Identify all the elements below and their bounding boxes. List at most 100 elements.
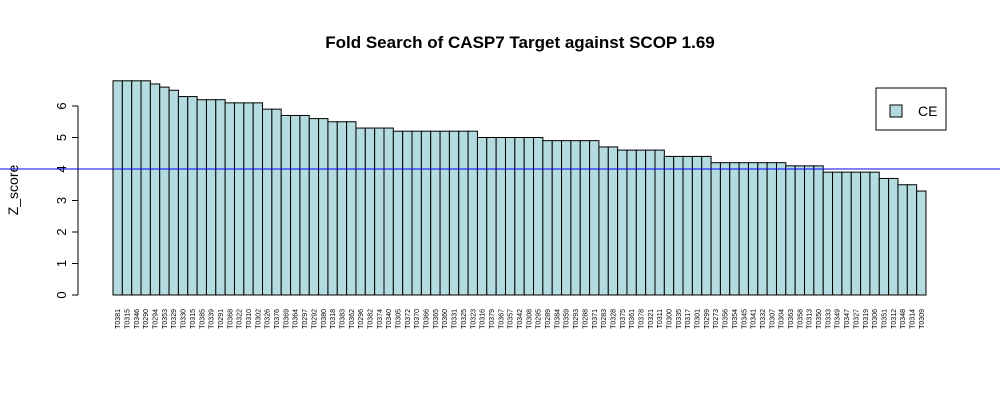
x-tick-label: T0330 bbox=[181, 309, 188, 329]
x-tick-label: T0360 bbox=[442, 309, 449, 329]
bar bbox=[430, 130, 441, 296]
bar bbox=[738, 162, 749, 296]
x-tick-label: T0346 bbox=[134, 309, 141, 329]
x-tick-label: T0325 bbox=[461, 309, 468, 329]
x-tick-label: T0381 bbox=[115, 309, 122, 329]
bar bbox=[822, 171, 834, 296]
bar bbox=[355, 127, 366, 296]
bar bbox=[710, 162, 721, 296]
x-tick-label: T0328 bbox=[610, 309, 617, 329]
x-tick-label: T0385 bbox=[199, 309, 206, 329]
x-tick-label: T0308 bbox=[526, 309, 533, 329]
bar bbox=[233, 102, 245, 296]
bar bbox=[262, 108, 273, 296]
legend-box bbox=[875, 87, 947, 131]
bar bbox=[561, 140, 572, 296]
x-tick-label: T0293 bbox=[573, 309, 580, 329]
bar bbox=[766, 162, 777, 296]
x-tick-label: T0353 bbox=[162, 309, 169, 329]
x-tick-label: T0283 bbox=[601, 309, 608, 329]
bar bbox=[290, 114, 301, 296]
x-tick-label: T0288 bbox=[582, 309, 589, 329]
bar bbox=[420, 130, 432, 296]
x-tick-label: T0310 bbox=[246, 309, 253, 329]
x-tick-label: T0372 bbox=[405, 309, 412, 329]
x-tick-label: T0304 bbox=[779, 309, 786, 329]
x-tick-label: T0312 bbox=[891, 309, 898, 329]
x-tick-label: T0301 bbox=[695, 309, 702, 329]
bar bbox=[635, 149, 647, 296]
bar bbox=[701, 155, 712, 296]
x-tick-label: T0364 bbox=[293, 309, 300, 329]
x-tick-label: T0339 bbox=[209, 309, 216, 329]
bar bbox=[402, 130, 413, 296]
x-tick-label: T0323 bbox=[470, 309, 477, 329]
x-tick-label: T0314 bbox=[909, 309, 916, 329]
bar bbox=[832, 171, 843, 296]
y-tick-label: 2 bbox=[54, 228, 69, 235]
x-tick-label: T0333 bbox=[825, 309, 832, 329]
x-tick-label: T0351 bbox=[881, 309, 888, 329]
bar bbox=[187, 96, 198, 296]
bar bbox=[448, 130, 460, 296]
x-tick-label: T0348 bbox=[900, 309, 907, 329]
x-tick-label: T0363 bbox=[788, 309, 795, 329]
bar bbox=[280, 114, 292, 296]
x-tick-label: T0379 bbox=[489, 309, 496, 329]
bar bbox=[112, 80, 123, 296]
x-tick-label: T0295 bbox=[536, 309, 543, 329]
bar bbox=[804, 165, 815, 296]
x-tick-label: T0318 bbox=[330, 309, 337, 329]
bar bbox=[383, 127, 394, 296]
x-tick-label: T0311 bbox=[657, 309, 664, 328]
bar bbox=[906, 184, 918, 296]
bar bbox=[495, 137, 506, 296]
bar bbox=[794, 165, 806, 296]
bar bbox=[308, 118, 320, 296]
bar bbox=[813, 165, 824, 296]
bar bbox=[551, 140, 563, 296]
x-tick-label: T0292 bbox=[311, 309, 318, 329]
bar bbox=[392, 130, 404, 296]
x-tick-label: T0349 bbox=[835, 309, 842, 329]
bar bbox=[177, 96, 189, 296]
bar bbox=[579, 140, 591, 296]
x-tick-label: T0359 bbox=[564, 309, 571, 329]
x-tick-label: T0315 bbox=[125, 309, 132, 329]
bar bbox=[458, 130, 469, 296]
bar bbox=[747, 162, 759, 296]
bar bbox=[775, 162, 787, 296]
x-tick-label: T0302 bbox=[255, 309, 262, 329]
x-tick-label: T0370 bbox=[414, 309, 421, 329]
x-tick-label: T0331 bbox=[452, 309, 459, 329]
x-tick-label: T0319 bbox=[863, 309, 870, 329]
x-tick-label: T0329 bbox=[171, 309, 178, 329]
x-tick-label: T0378 bbox=[638, 309, 645, 329]
x-tick-label: T0300 bbox=[667, 309, 674, 329]
x-tick-label: T0332 bbox=[760, 309, 767, 329]
x-tick-label: T0382 bbox=[367, 309, 374, 329]
bar bbox=[589, 140, 600, 296]
bar bbox=[215, 99, 226, 296]
x-tick-label: T0291 bbox=[218, 309, 225, 329]
y-axis-label: Z_score bbox=[5, 165, 21, 216]
bar bbox=[514, 137, 525, 296]
bar bbox=[336, 121, 348, 296]
x-tick-label: T0317 bbox=[685, 309, 692, 329]
x-tick-label: T0366 bbox=[424, 309, 431, 329]
bar bbox=[916, 190, 927, 296]
bar bbox=[121, 80, 133, 296]
bar bbox=[252, 102, 264, 296]
x-tick-label: T0290 bbox=[143, 309, 150, 329]
bar bbox=[626, 149, 637, 296]
x-tick-label: T0305 bbox=[396, 309, 403, 329]
bar bbox=[159, 86, 170, 296]
x-tick-label: T0340 bbox=[386, 309, 393, 329]
x-tick-label: T0321 bbox=[648, 309, 655, 329]
bar bbox=[196, 99, 207, 296]
x-tick-label: T0307 bbox=[769, 309, 776, 329]
bar bbox=[327, 121, 338, 296]
bar bbox=[841, 171, 852, 296]
x-tick-label: T0315 bbox=[190, 309, 197, 329]
x-tick-label: T0374 bbox=[377, 309, 384, 329]
